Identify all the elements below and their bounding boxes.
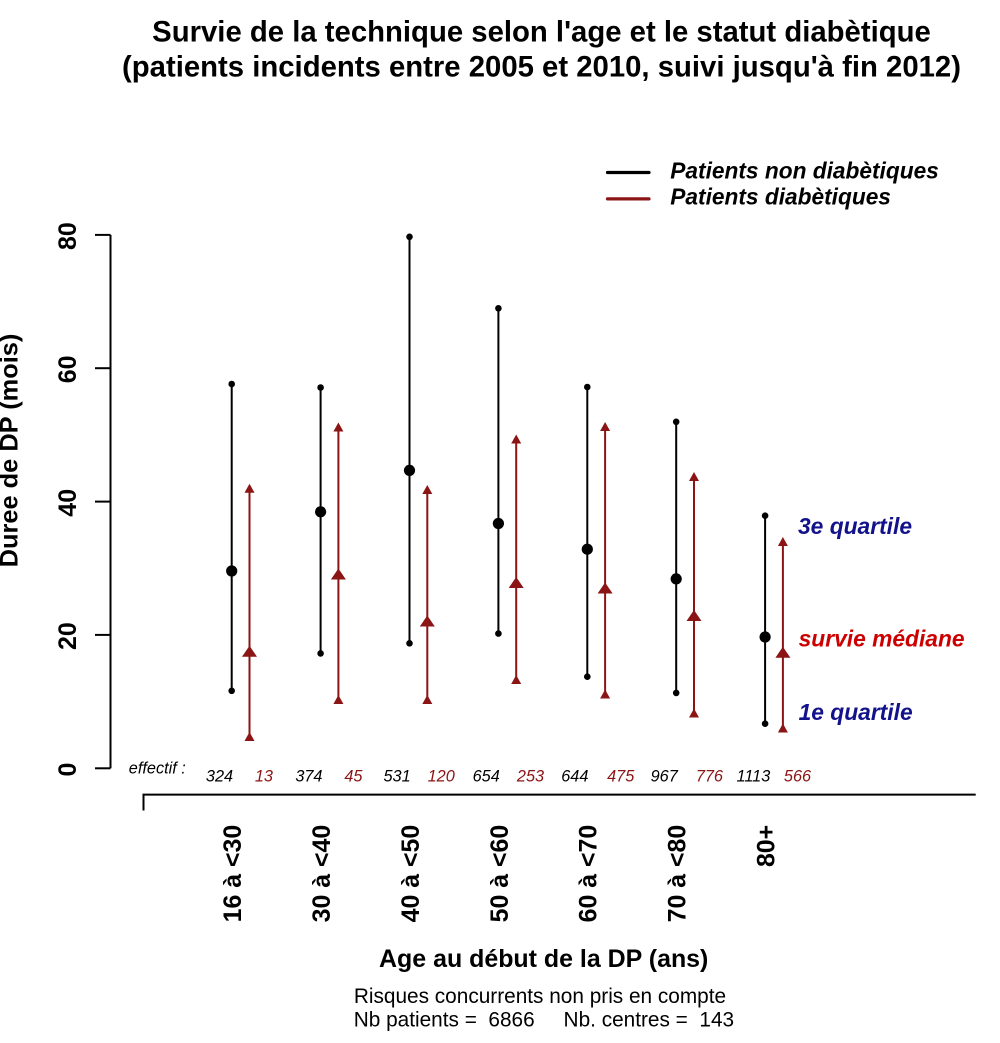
svg-text:80+: 80+ xyxy=(753,825,781,867)
svg-text:20: 20 xyxy=(54,622,82,650)
svg-text:644: 644 xyxy=(561,768,588,786)
svg-text:survie médiane: survie médiane xyxy=(799,626,965,652)
svg-text:Age au début de la DP (ans): Age au début de la DP (ans) xyxy=(379,945,708,973)
svg-text:60 à <70: 60 à <70 xyxy=(575,825,603,923)
svg-text:16 à <30: 16 à <30 xyxy=(219,825,247,923)
svg-text:967: 967 xyxy=(651,768,679,786)
svg-text:(patients incidents entre 2005: (patients incidents entre 2005 et 2010, … xyxy=(122,51,961,84)
svg-text:45: 45 xyxy=(344,768,363,786)
svg-text:1e quartile: 1e quartile xyxy=(799,699,913,725)
svg-text:531: 531 xyxy=(384,768,411,786)
svg-text:70 à <80: 70 à <80 xyxy=(664,825,692,923)
svg-text:Survie de la technique selon l: Survie de la technique selon l'age et le… xyxy=(152,16,931,49)
svg-text:475: 475 xyxy=(607,768,635,786)
svg-text:50 à <60: 50 à <60 xyxy=(486,825,514,923)
svg-text:776: 776 xyxy=(696,768,724,786)
svg-text:374: 374 xyxy=(295,768,322,786)
svg-text:Patients diabètiques: Patients diabètiques xyxy=(670,184,891,210)
svg-text:1113: 1113 xyxy=(736,768,770,786)
svg-text:566: 566 xyxy=(784,768,812,786)
svg-text:30 à <40: 30 à <40 xyxy=(308,825,336,923)
svg-text:80: 80 xyxy=(54,222,82,250)
svg-text:Risques concurrents non pris e: Risques concurrents non pris en compte xyxy=(354,985,726,1008)
svg-text:654: 654 xyxy=(473,768,500,786)
svg-text:effectif :: effectif : xyxy=(129,760,186,778)
svg-text:3e quartile: 3e quartile xyxy=(798,513,912,539)
svg-text:Patients non diabètiques: Patients non diabètiques xyxy=(670,158,939,184)
svg-text:13: 13 xyxy=(255,768,273,786)
svg-text:120: 120 xyxy=(428,768,455,786)
svg-text:40 à <50: 40 à <50 xyxy=(397,825,425,923)
svg-text:40: 40 xyxy=(54,489,82,517)
svg-text:Duree de DP (mois): Duree de DP (mois) xyxy=(0,334,24,568)
svg-text:0: 0 xyxy=(54,763,82,777)
svg-text:253: 253 xyxy=(516,768,544,786)
svg-text:60: 60 xyxy=(54,355,82,383)
svg-text:324: 324 xyxy=(206,768,233,786)
svg-text:Nb patients = 6866 Nb. ce: Nb patients = 6866 Nb. centres = 143 xyxy=(354,1009,734,1032)
